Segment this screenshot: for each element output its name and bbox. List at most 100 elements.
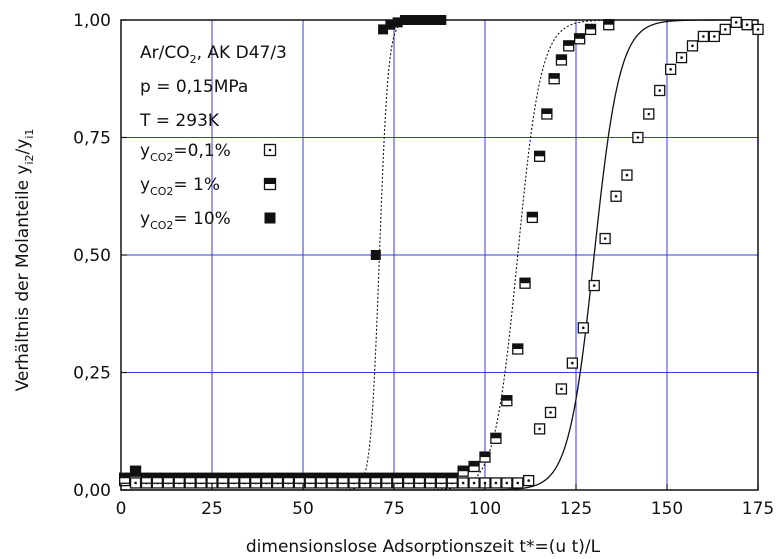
- data-point-half-filled-square: [533, 150, 546, 162]
- data-point-dotted-square: [457, 477, 469, 489]
- legend-marker-half-filled-square: [263, 177, 277, 191]
- data-point-dotted-square: [697, 30, 710, 43]
- data-point-dotted-square: [708, 30, 720, 43]
- data-point-half-filled-square: [391, 472, 404, 484]
- square-top-half: [425, 473, 436, 479]
- square-top-half: [261, 473, 272, 479]
- square-top-half: [490, 433, 501, 439]
- data-point-filled-square: [429, 15, 440, 25]
- data-point-half-filled-square: [457, 465, 469, 477]
- data-point-dotted-square: [730, 16, 742, 29]
- square-top-half: [119, 473, 130, 479]
- square-top-half: [556, 54, 567, 60]
- square-top-half: [185, 473, 196, 479]
- square-center-dot: [472, 481, 476, 485]
- square-top-half: [152, 473, 163, 479]
- square-top-half: [480, 452, 490, 458]
- legend-label: yCO2=0,1%: [140, 141, 231, 164]
- legend-marker-dotted-square: [263, 143, 277, 157]
- data-point-dotted-square: [621, 169, 633, 181]
- filled-square-shape: [436, 15, 447, 25]
- square-center-dot: [268, 148, 272, 152]
- square-center-dot: [669, 68, 672, 71]
- data-point-filled-square: [392, 17, 403, 28]
- data-point-half-filled-square: [282, 472, 295, 484]
- square-center-dot: [614, 194, 618, 198]
- filled-square-shape: [264, 212, 276, 224]
- data-point-half-filled-square: [250, 472, 262, 484]
- square-center-dot: [505, 481, 509, 485]
- y-tick-label: 0,75: [73, 129, 111, 149]
- square-center-dot: [647, 112, 651, 116]
- data-point-half-filled-square: [541, 108, 553, 120]
- data-point-half-filled-square: [206, 472, 218, 484]
- data-point-half-filled-square: [271, 472, 284, 484]
- square-top-half: [174, 473, 185, 479]
- square-top-half: [338, 473, 349, 479]
- data-point-half-filled-square: [555, 54, 568, 66]
- filled-square-shape: [378, 24, 389, 35]
- data-point-half-filled-square: [315, 472, 327, 484]
- data-point-half-filled-square: [184, 472, 196, 484]
- square-top-half: [272, 473, 283, 479]
- square-top-half: [196, 473, 207, 479]
- square-top-half: [549, 73, 560, 79]
- data-point-half-filled-square: [239, 472, 251, 484]
- square-top-half: [534, 151, 545, 157]
- legend-marker-filled-square: [264, 212, 276, 224]
- square-top-half: [403, 473, 414, 479]
- square-top-half: [207, 473, 217, 479]
- data-point-dotted-square: [512, 477, 524, 489]
- data-point-half-filled-square: [195, 472, 207, 484]
- data-point-half-filled-square: [140, 472, 153, 484]
- data-point-half-filled-square: [151, 472, 164, 484]
- data-point-half-filled-square: [519, 277, 531, 289]
- square-center-dot: [713, 35, 716, 38]
- y-axis-label: Verhältnis der Molanteile yi2/yi1: [13, 129, 36, 392]
- info-line-3: T = 293K: [139, 111, 220, 131]
- data-point-half-filled-square: [512, 343, 524, 355]
- square-center-dot: [702, 35, 705, 38]
- data-point-half-filled-square: [490, 432, 502, 444]
- square-top-half: [603, 19, 614, 25]
- x-axis-label: dimensionslose Adsorptionszeit t*=(u t)/…: [246, 537, 601, 557]
- data-point-half-filled-square: [260, 472, 273, 484]
- square-center-dot: [756, 28, 760, 31]
- data-point-filled-square: [130, 466, 141, 477]
- y-tick-label: 1,00: [73, 11, 111, 31]
- data-point-half-filled-square: [348, 472, 360, 484]
- data-point-half-filled-square: [402, 472, 415, 484]
- square-center-dot: [745, 23, 749, 27]
- square-top-half: [574, 33, 585, 39]
- filled-square-shape: [392, 17, 403, 28]
- square-center-dot: [625, 173, 629, 177]
- square-top-half: [527, 212, 538, 218]
- square-top-half: [563, 40, 574, 46]
- data-point-filled-square: [399, 15, 410, 25]
- data-point-half-filled-square: [337, 472, 349, 484]
- x-tick-label: 125: [560, 499, 592, 519]
- filled-square-shape: [407, 15, 418, 25]
- square-center-dot: [483, 481, 487, 485]
- legend: yCO2=0,1% yCO2= 1% yCO2= 10%: [140, 141, 277, 232]
- x-tick-label: 25: [201, 499, 223, 519]
- square-top-half: [305, 473, 316, 479]
- data-point-half-filled-square: [173, 472, 185, 484]
- data-point-dotted-square: [468, 477, 480, 489]
- data-point-dotted-square: [632, 131, 644, 144]
- filled-square-shape: [429, 15, 440, 25]
- data-point-half-filled-square: [548, 73, 560, 85]
- data-point-half-filled-square: [501, 395, 513, 407]
- data-point-half-filled-square: [468, 460, 480, 473]
- data-point-half-filled-square: [326, 472, 338, 484]
- square-top-half: [264, 178, 276, 184]
- square-top-half: [141, 473, 152, 479]
- square-top-half: [217, 473, 228, 479]
- x-tick-label: 150: [651, 499, 683, 519]
- square-top-half: [359, 473, 370, 479]
- data-point-dotted-square: [719, 23, 731, 36]
- x-tick-label: 50: [292, 499, 314, 519]
- square-top-half: [239, 473, 250, 479]
- square-top-half: [501, 395, 512, 401]
